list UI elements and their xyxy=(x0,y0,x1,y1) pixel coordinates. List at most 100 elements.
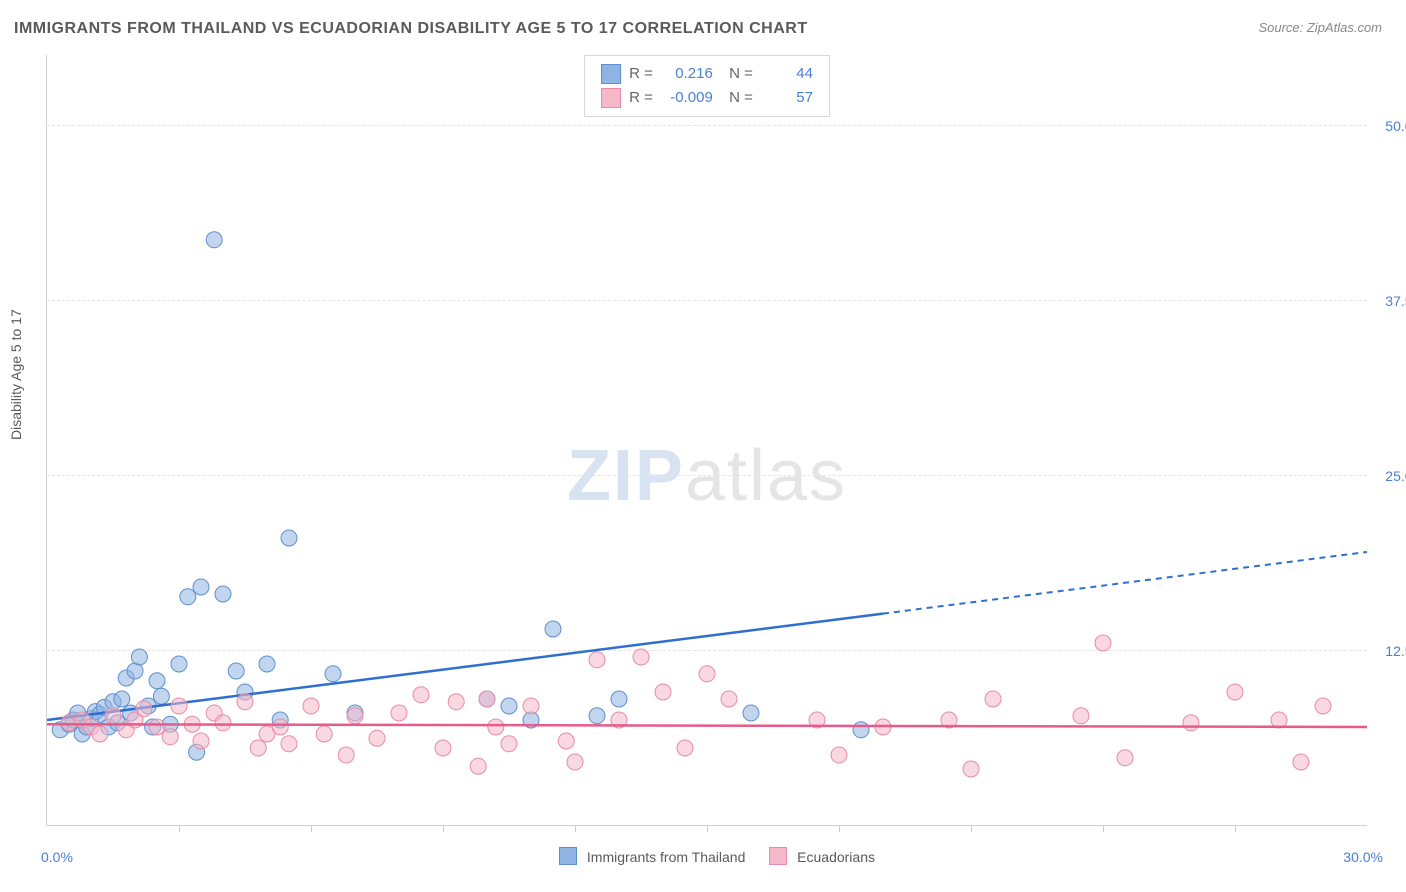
data-point xyxy=(743,705,759,721)
data-point xyxy=(105,708,121,724)
legend-n-label: N = xyxy=(721,86,753,110)
data-point xyxy=(171,656,187,672)
legend-n-label: N = xyxy=(721,62,753,86)
data-point xyxy=(567,754,583,770)
bottom-label-1: Immigrants from Thailand xyxy=(587,849,745,865)
data-point xyxy=(545,621,561,637)
x-tick xyxy=(311,825,312,832)
data-point xyxy=(589,652,605,668)
bottom-legend: Immigrants from Thailand Ecuadorians xyxy=(47,847,1367,865)
trend-line-extrapolated xyxy=(883,552,1367,614)
legend-n-value-1: 44 xyxy=(761,62,813,86)
data-point xyxy=(136,701,152,717)
data-point xyxy=(963,761,979,777)
x-tick xyxy=(575,825,576,832)
data-point xyxy=(1073,708,1089,724)
data-point xyxy=(1095,635,1111,651)
y-tick-label: 50.0% xyxy=(1385,118,1406,134)
legend-r-label: R = xyxy=(629,62,653,86)
data-point xyxy=(153,688,169,704)
data-point xyxy=(193,579,209,595)
data-point xyxy=(316,726,332,742)
legend-row-1: R = 0.216 N = 44 xyxy=(601,62,813,86)
data-point xyxy=(523,698,539,714)
data-point xyxy=(228,663,244,679)
data-point xyxy=(1293,754,1309,770)
data-point xyxy=(114,691,130,707)
data-point xyxy=(853,722,869,738)
data-point xyxy=(611,691,627,707)
x-tick xyxy=(1103,825,1104,832)
x-tick xyxy=(1235,825,1236,832)
x-tick xyxy=(971,825,972,832)
data-point xyxy=(1183,715,1199,731)
data-point xyxy=(391,705,407,721)
data-point xyxy=(193,733,209,749)
data-point xyxy=(206,232,222,248)
data-point xyxy=(655,684,671,700)
y-axis-label: Disability Age 5 to 17 xyxy=(8,309,24,440)
data-point xyxy=(677,740,693,756)
data-point xyxy=(633,649,649,665)
data-point xyxy=(369,730,385,746)
legend-n-value-2: 57 xyxy=(761,86,813,110)
plot-area: ZIPatlas 12.5%25.0%37.5%50.0% R = 0.216 … xyxy=(46,55,1367,826)
data-point xyxy=(149,719,165,735)
data-point xyxy=(171,698,187,714)
trend-line xyxy=(47,724,1367,727)
x-tick xyxy=(839,825,840,832)
data-point xyxy=(215,715,231,731)
data-point xyxy=(470,758,486,774)
bottom-label-2: Ecuadorians xyxy=(797,849,875,865)
bottom-swatch-1 xyxy=(559,847,577,865)
data-point xyxy=(281,736,297,752)
y-tick-label: 37.5% xyxy=(1385,293,1406,309)
y-tick-label: 25.0% xyxy=(1385,468,1406,484)
data-point xyxy=(479,691,495,707)
legend-swatch-2 xyxy=(601,88,621,108)
x-tick xyxy=(443,825,444,832)
data-point xyxy=(501,736,517,752)
data-point xyxy=(488,719,504,735)
x-tick xyxy=(707,825,708,832)
correlation-legend: R = 0.216 N = 44 R = -0.009 N = 57 xyxy=(584,55,830,117)
scatter-svg xyxy=(47,55,1367,825)
legend-row-2: R = -0.009 N = 57 xyxy=(601,86,813,110)
data-point xyxy=(180,589,196,605)
x-tick xyxy=(179,825,180,832)
data-point xyxy=(699,666,715,682)
data-point xyxy=(721,691,737,707)
data-point xyxy=(131,649,147,665)
legend-r-label: R = xyxy=(629,86,653,110)
data-point xyxy=(250,740,266,756)
chart-container: IMMIGRANTS FROM THAILAND VS ECUADORIAN D… xyxy=(0,0,1406,892)
data-point xyxy=(237,694,253,710)
data-point xyxy=(272,719,288,735)
legend-swatch-1 xyxy=(601,64,621,84)
data-point xyxy=(281,530,297,546)
y-tick-label: 12.5% xyxy=(1385,643,1406,659)
data-point xyxy=(325,666,341,682)
data-point xyxy=(831,747,847,763)
legend-r-value-2: -0.009 xyxy=(661,86,713,110)
data-point xyxy=(259,656,275,672)
data-point xyxy=(413,687,429,703)
data-point xyxy=(1315,698,1331,714)
data-point xyxy=(501,698,517,714)
bottom-swatch-2 xyxy=(769,847,787,865)
data-point xyxy=(347,708,363,724)
data-point xyxy=(162,729,178,745)
data-point xyxy=(589,708,605,724)
chart-title: IMMIGRANTS FROM THAILAND VS ECUADORIAN D… xyxy=(14,20,808,38)
data-point xyxy=(448,694,464,710)
data-point xyxy=(92,726,108,742)
data-point xyxy=(1117,750,1133,766)
data-point xyxy=(215,586,231,602)
data-point xyxy=(1227,684,1243,700)
source-label: Source: ZipAtlas.com xyxy=(1258,20,1382,35)
data-point xyxy=(435,740,451,756)
data-point xyxy=(558,733,574,749)
data-point xyxy=(985,691,1001,707)
data-point xyxy=(338,747,354,763)
data-point xyxy=(303,698,319,714)
